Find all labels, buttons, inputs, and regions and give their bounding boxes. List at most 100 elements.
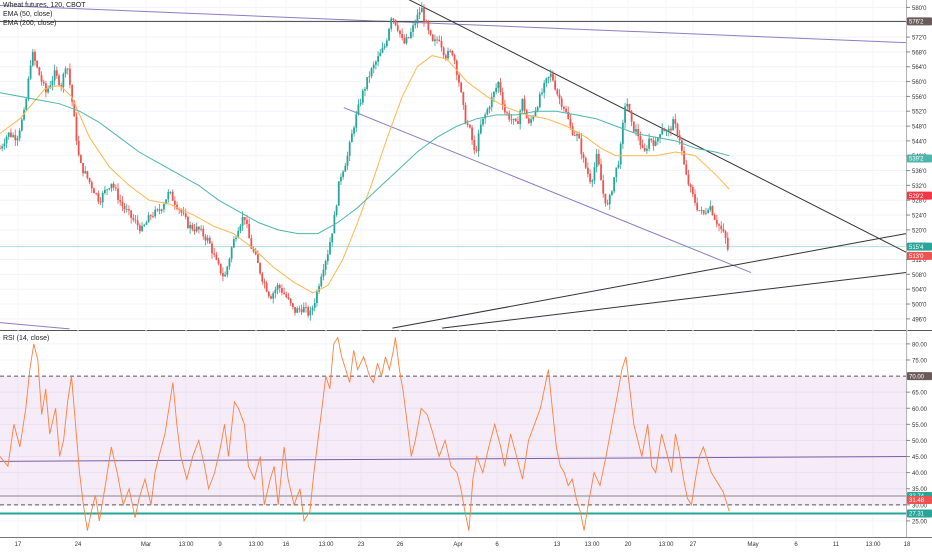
candle-body[interactable] [230,247,233,259]
candle-body[interactable] [532,116,535,120]
candle-body[interactable] [331,233,334,243]
candle-body[interactable] [213,253,216,255]
candle-body[interactable] [619,143,622,165]
candle-body[interactable] [637,129,640,137]
candle-body[interactable] [438,39,441,41]
candle-body[interactable] [545,78,548,84]
candle-body[interactable] [324,260,327,270]
candle-body[interactable] [388,28,390,41]
candle-body[interactable] [252,248,255,252]
candle-body[interactable] [346,155,349,166]
candle-body[interactable] [232,239,235,248]
candle-body[interactable] [211,243,213,254]
candle-body[interactable] [171,191,174,201]
candle-body[interactable] [591,180,594,182]
ema-50-line[interactable] [0,55,730,294]
trendline-rising-1[interactable] [392,233,907,329]
rsi-trendline[interactable] [0,456,907,462]
candle-body[interactable] [525,110,528,119]
candle-body[interactable] [580,138,583,155]
candle-body[interactable] [283,292,286,295]
candle-body[interactable] [409,32,412,38]
candle-body[interactable] [112,183,115,188]
candle-body[interactable] [576,133,578,136]
candle-body[interactable] [381,47,384,53]
legend-rsi[interactable]: RSI (14, close) [3,335,50,342]
candle-body[interactable] [567,111,570,120]
candle-body[interactable] [335,205,338,216]
candle-body[interactable] [641,145,644,148]
candle-body[interactable] [600,164,602,181]
candle-body[interactable] [468,124,471,128]
candle-body[interactable] [604,193,607,204]
candle-body[interactable] [379,52,382,57]
candle-body[interactable] [606,203,609,205]
candle-body[interactable] [274,289,277,294]
candle-body[interactable] [7,132,10,137]
candle-body[interactable] [34,51,36,61]
candle-body[interactable] [141,225,143,232]
candle-body[interactable] [340,176,342,182]
candle-body[interactable] [423,7,425,22]
candle-body[interactable] [300,309,303,313]
candle-body[interactable] [512,118,515,120]
candle-body[interactable] [488,107,491,110]
candle-body[interactable] [497,82,500,88]
candle-body[interactable] [326,254,329,261]
candle-body[interactable] [180,209,183,213]
candle-body[interactable] [477,133,480,152]
candle-body[interactable] [322,269,325,277]
candle-body[interactable] [121,201,124,206]
candle-body[interactable] [370,68,373,77]
candle-body[interactable] [125,209,128,210]
candle-body[interactable] [624,106,626,123]
candle-body[interactable] [584,157,587,168]
candle-body[interactable] [195,226,198,232]
candle-body[interactable] [403,38,406,44]
candle-body[interactable] [646,148,648,151]
candle-body[interactable] [114,187,117,189]
candle-body[interactable] [285,294,288,298]
candle-body[interactable] [713,215,716,220]
candle-body[interactable] [447,50,449,59]
candle-body[interactable] [219,263,222,274]
candle-body[interactable] [451,51,454,56]
candle-body[interactable] [189,224,192,229]
candle-body[interactable] [147,215,150,223]
candle-body[interactable] [449,50,452,52]
candle-body[interactable] [254,251,257,255]
candle-body[interactable] [25,98,28,110]
candle-body[interactable] [217,259,220,264]
candle-body[interactable] [687,174,690,185]
candle-body[interactable] [597,153,600,165]
candle-body[interactable] [685,164,688,175]
candle-body[interactable] [259,263,261,274]
candle-body[interactable] [709,206,712,211]
candle-body[interactable] [385,40,388,47]
candle-body[interactable] [132,217,135,220]
candle-body[interactable] [248,223,251,239]
candle-body[interactable] [145,222,148,225]
candle-body[interactable] [239,225,242,231]
candle-body[interactable] [565,108,567,112]
candle-body[interactable] [676,123,679,136]
candle-body[interactable] [235,237,237,240]
candle-body[interactable] [202,228,205,237]
rsi-line[interactable] [0,336,730,531]
candle-body[interactable] [318,286,320,292]
candle-body[interactable] [427,22,430,31]
candle-body[interactable] [475,150,478,152]
candle-body[interactable] [16,138,19,141]
candle-body[interactable] [123,205,126,210]
candle-body[interactable] [543,83,546,93]
candle-body[interactable] [571,126,574,136]
candle-body[interactable] [200,228,202,230]
candle-body[interactable] [648,138,651,149]
candle-body[interactable] [541,92,543,95]
candle-body[interactable] [560,98,563,107]
candle-body[interactable] [390,18,393,29]
candle-body[interactable] [436,39,439,41]
candle-body[interactable] [119,199,122,202]
candle-body[interactable] [696,202,699,211]
candle-body[interactable] [656,138,659,142]
